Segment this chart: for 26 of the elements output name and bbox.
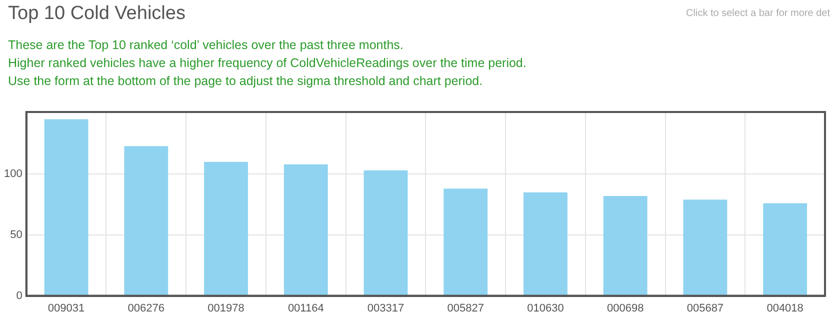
- x-tick-label: 001164: [288, 302, 324, 314]
- bar: [124, 146, 168, 296]
- chart-subtitle: These are the Top 10 ranked ‘cold’ vehicles over the past three months. Higher ranked vehicles have a higher frequency of ColdVehicleReadings over the time period. Use the form at the bottom of the page to adjust the sigma threshold and chart period.: [8, 37, 526, 90]
- text: Click to select a bar for more det: [686, 8, 830, 19]
- x-tick-label: 006276: [128, 302, 165, 314]
- bar: [683, 200, 728, 296]
- y-tick-label: 0: [16, 290, 22, 302]
- x-tick-label: 009031: [48, 302, 85, 314]
- bar: [444, 188, 488, 296]
- x-tick-label: 005827: [447, 302, 484, 314]
- y-tick-label: 100: [4, 168, 22, 180]
- y-tick-label: 50: [10, 228, 22, 241]
- x-tick-label: 005687: [686, 302, 724, 314]
- bar: [763, 203, 808, 296]
- x-tick-label: 000698: [606, 302, 644, 314]
- bar: [364, 170, 408, 296]
- chart-title: Top 10 Cold Vehicles: [8, 3, 186, 25]
- x-tick-label: 010630: [527, 302, 564, 314]
- bar: [284, 164, 328, 296]
- x-tick-label: 001978: [208, 302, 244, 314]
- bar: [44, 119, 88, 296]
- bar: [603, 196, 648, 296]
- x-tick-label: 003317: [367, 302, 404, 314]
- bar: [204, 162, 248, 296]
- bar: [524, 192, 568, 296]
- x-tick-label: 004018: [766, 302, 804, 314]
